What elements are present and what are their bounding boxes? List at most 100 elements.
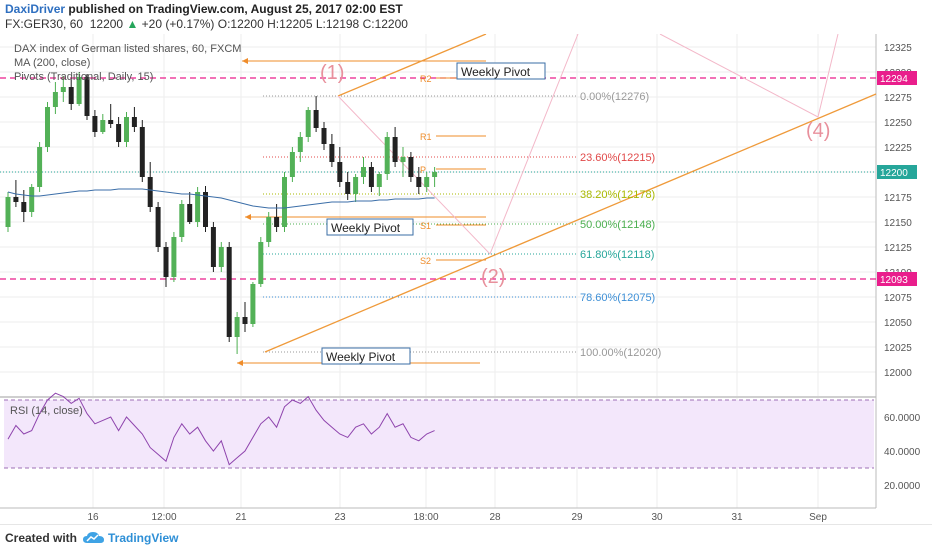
tradingview-logo-text[interactable]: TradingView [108,531,179,545]
price-tick-label: 12225 [884,143,912,154]
candle-body [226,247,232,337]
fib-label: 23.60%(12215) [580,152,655,164]
candle-body [337,162,343,182]
pivot-label: S1 [420,221,431,231]
time-tick-label: 31 [731,512,743,523]
weekly-pivot-box [456,62,546,80]
wave-path [659,34,839,118]
candle-body [384,137,390,174]
price-tick-label: 12250 [884,118,912,129]
ma-legend: MA (200, close) [14,57,91,69]
rsi-legend: RSI (14, close) [10,405,83,417]
time-tick-label: 21 [235,512,247,523]
pivot-label: R2 [420,74,432,84]
candle-body [289,152,295,177]
weekly-pivot-label: Weekly Pivot [326,350,396,364]
fib-label: 78.60%(12075) [580,292,655,304]
candle-body [37,147,43,187]
rsi-tick-label: 40.0000 [884,447,921,458]
fib-label: 50.00%(12148) [580,219,655,231]
close-label: C: [362,17,375,31]
candle-body [361,167,366,177]
footer-bar: Created with TradingView [0,524,932,551]
pivots-legend: Pivots (Traditional, Daily, 15) [14,71,154,83]
price-badge-label: 12093 [880,275,908,286]
trend-line-upper [337,34,487,97]
candle-body [392,137,398,162]
pivot-label: R1 [420,132,432,142]
candle-body [155,207,161,247]
candle-body [282,177,287,227]
time-tick-label: 16 [87,512,99,523]
candle-body [13,197,19,202]
weekly-pivot-label: Weekly Pivot [461,65,531,79]
change-value: +20 (+0.17%) [141,17,215,31]
candle-body [84,77,90,116]
price-tick-label: 12000 [884,368,912,379]
candle-body [92,116,98,132]
candle-body [147,177,153,207]
price-axis: 1200012025120501207512100121251215012175… [877,43,921,492]
candle-body [242,317,248,324]
weekly-pivot-box [321,347,411,365]
chart-labels: 0.00%(12276) 23.60%(12215) 38.20%(12178) 50… [320,62,830,365]
quote-line: FX:GER30, 60 12200 ▲ +20 (+0.17%) O:1220… [5,17,408,31]
candle-body [432,172,438,177]
candle-body [416,177,422,187]
publish-line: DaxiDriver published on TradingView.com,… [5,2,403,16]
candle-body [353,177,359,194]
close-value: 12200 [374,17,408,31]
price-tick-label: 12050 [884,318,912,329]
wave-label-4: (4) [806,120,830,142]
candle-body [100,120,106,132]
price-tick-label: 12175 [884,193,912,204]
rsi-line-path [7,392,435,466]
pivot-label: P [420,165,426,175]
rsi-band [4,400,874,468]
horizontal-levels [0,77,876,353]
high-label: H: [267,17,280,31]
wave-label-2: (2) [481,266,505,288]
candle-body [195,192,201,222]
trend-line-lower [264,93,877,353]
fib-label: 38.20%(12178) [580,189,655,201]
price-tick-label: 12150 [884,218,912,229]
arrow-head-icon [242,58,248,64]
last-price: 12200 [89,17,124,31]
time-tick-label: 18:00 [413,512,438,523]
price-tick-label: 12075 [884,293,912,304]
candle-body [163,247,169,277]
open-label: O: [217,17,231,31]
candle-body [203,192,208,227]
price-badge [877,165,917,179]
candle-body [297,137,303,152]
price-chart[interactable]: 1200012025120501207512100121251215012175… [0,34,932,524]
candle-body [376,174,382,187]
candle-body [218,247,224,267]
time-tick-label: 23 [334,512,346,523]
symbol-label: FX:GER30, 60 [5,17,84,31]
author-link[interactable]: DaxiDriver [5,2,66,16]
candle-body [321,128,327,144]
high-value: 12205 [279,17,313,31]
wave-label-1: (1) [320,62,344,84]
candle-body [52,92,58,107]
arrow-head-icon [237,360,243,366]
ma-line [7,188,435,209]
low-value: 12198 [325,17,360,31]
ma-line-path [7,188,435,209]
candle-body [345,182,351,194]
time-tick-label: 28 [489,512,501,523]
price-tick-label: 12275 [884,93,912,104]
price-tick-label: 12325 [884,43,912,54]
time-tick-label: Sep [809,512,827,523]
time-axis: 16 12:00 21 23 18:00 28 29 30 31 Sep [87,512,827,523]
candle-body [116,124,122,142]
rsi-tick-label: 20.0000 [884,481,921,492]
price-tick-label: 12025 [884,343,912,354]
series-title: DAX index of German listed shares, 60, F… [14,43,242,55]
candle-body [108,120,114,124]
drawing-tools[interactable] [237,34,877,366]
weekly-pivot-box [326,218,414,236]
fib-label: 61.80%(12118) [580,249,654,261]
